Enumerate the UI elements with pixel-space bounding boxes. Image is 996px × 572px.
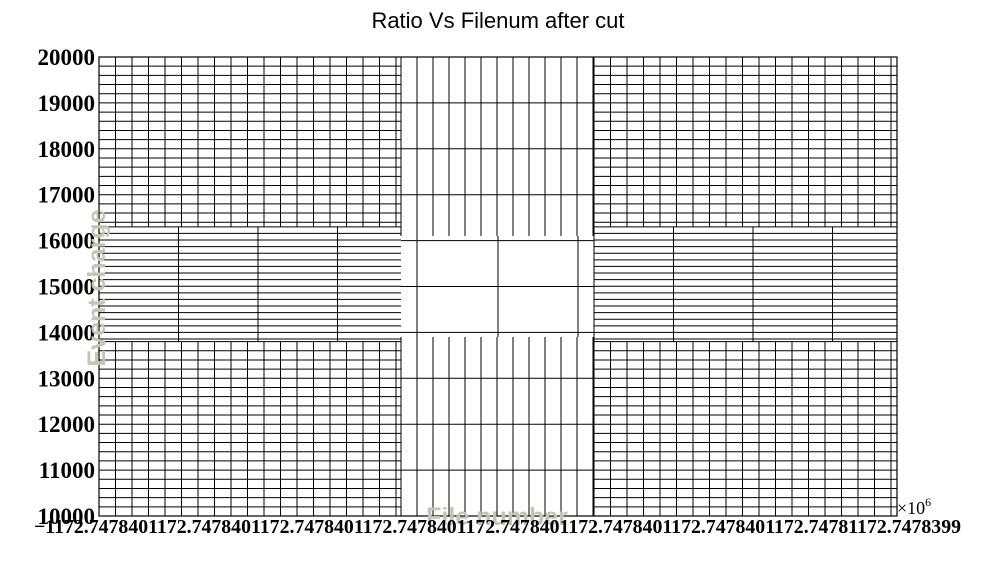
y-tick-labels: 10000 11000 12000 13000 14000 15000 16000 17000… [38,45,96,529]
x-axis-title: File number [426,503,568,531]
y-axis-title: Event charge [83,209,111,366]
x-multiplier-base: ×10 [897,498,925,518]
chart-title: Ratio Vs Filenum after cut [371,8,624,33]
y-tick-label: 15000 [38,275,96,300]
grid-lines [98,56,897,517]
y-tick-label: 19000 [38,91,96,116]
y-tick-label: 20000 [38,45,96,70]
x-multiplier-label: ×106 [897,495,931,518]
y-tick-label: 17000 [38,183,96,208]
y-tick-label: 14000 [38,320,96,345]
y-tick-label: 16000 [38,229,96,254]
y-tick-label: 12000 [38,412,96,437]
x-tick-labels: −1172.7478401172.7478401172.7478401172.7… [34,516,961,538]
x-multiplier-exponent: 6 [925,495,931,509]
y-tick-label: 13000 [38,366,96,391]
y-tick-label: 11000 [39,458,95,483]
y-tick-label: 18000 [38,137,96,162]
y-tick-label: 10000 [38,504,96,529]
plot-frame [98,56,898,517]
